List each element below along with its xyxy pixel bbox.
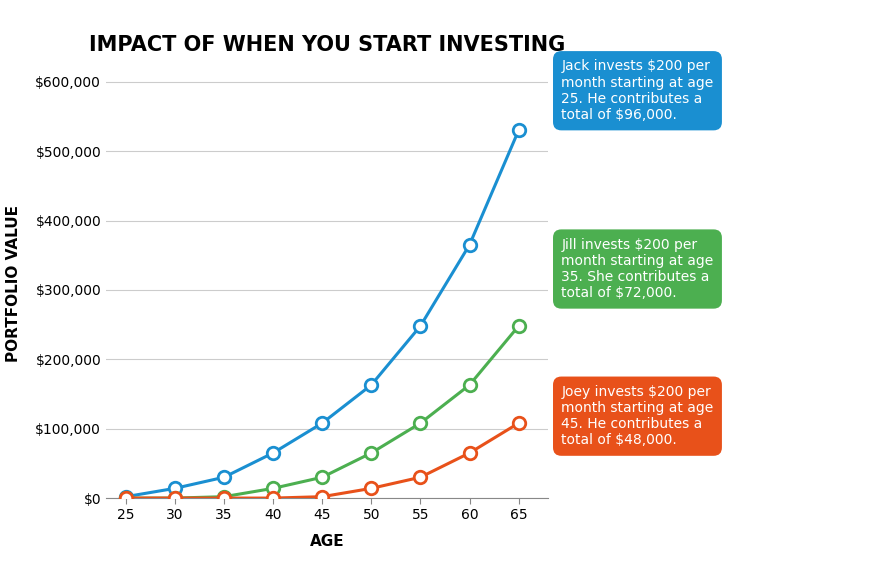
Text: Jill invests $200 per
month starting at age
35. She contributes a
total of $72,0: Jill invests $200 per month starting at … [561, 238, 713, 301]
Text: Joey invests $200 per
month starting at age
45. He contributes a
total of $48,00: Joey invests $200 per month starting at … [561, 385, 713, 448]
X-axis label: AGE: AGE [309, 534, 345, 548]
Title: IMPACT OF WHEN YOU START INVESTING: IMPACT OF WHEN YOU START INVESTING [89, 35, 565, 55]
Y-axis label: PORTFOLIO VALUE: PORTFOLIO VALUE [6, 204, 21, 362]
Text: Jack invests $200 per
month starting at age
25. He contributes a
total of $96,00: Jack invests $200 per month starting at … [561, 59, 713, 122]
